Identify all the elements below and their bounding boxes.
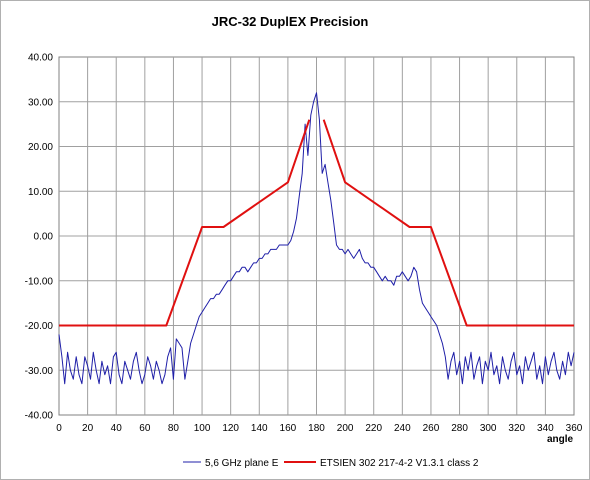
x-tick-label: 100 (194, 423, 211, 434)
y-tick-label: -20.00 (25, 321, 54, 332)
y-tick-label: -30.00 (25, 366, 54, 377)
x-tick-label: 260 (423, 423, 440, 434)
x-tick-label: 80 (168, 423, 180, 434)
x-tick-label: 60 (139, 423, 151, 434)
y-tick-label: 30.00 (28, 97, 53, 108)
y-tick-label: -40.00 (25, 411, 54, 422)
legend-label-series-2: ETSIEN 302 217-4-2 V1.3.1 class 2 (320, 458, 479, 469)
x-tick-label: 0 (56, 423, 62, 434)
y-tick-label: 20.00 (28, 142, 53, 153)
x-axis-label: angle (547, 434, 574, 445)
x-tick-label: 280 (451, 423, 468, 434)
grid (59, 57, 574, 415)
x-tick-label: 200 (337, 423, 354, 434)
x-tick-label: 120 (222, 423, 239, 434)
x-tick-label: 140 (251, 423, 268, 434)
series-line-1 (58, 92, 575, 385)
chart-title: JRC-32 DuplEX Precision (212, 14, 369, 29)
x-tick-label: 160 (280, 423, 297, 434)
y-tick-label: -10.00 (25, 276, 54, 287)
y-tick-label: 40.00 (28, 53, 53, 64)
tick-labels: 0 20 40 60 80 100 120 140 160 180 200 220 240 260 280 3… (25, 53, 583, 435)
x-tick-label: 40 (111, 423, 123, 434)
y-tick-label: 10.00 (28, 187, 53, 198)
x-tick-label: 340 (537, 423, 554, 434)
x-tick-label: 300 (480, 423, 497, 434)
x-tick-label: 220 (365, 423, 382, 434)
x-tick-label: 20 (82, 423, 94, 434)
legend-label-series-1: 5,6 GHz plane E (205, 458, 279, 469)
y-tick-label: 0.00 (34, 232, 54, 243)
x-tick-label: 240 (394, 423, 411, 434)
series-line-2 (59, 119, 574, 327)
series-layer (58, 92, 575, 385)
x-tick-label: 320 (508, 423, 525, 434)
x-tick-label: 180 (308, 423, 325, 434)
x-tick-label: 360 (566, 423, 583, 434)
legend: 5,6 GHz plane E ETSIEN 302 217-4-2 V1.3.… (183, 458, 479, 469)
